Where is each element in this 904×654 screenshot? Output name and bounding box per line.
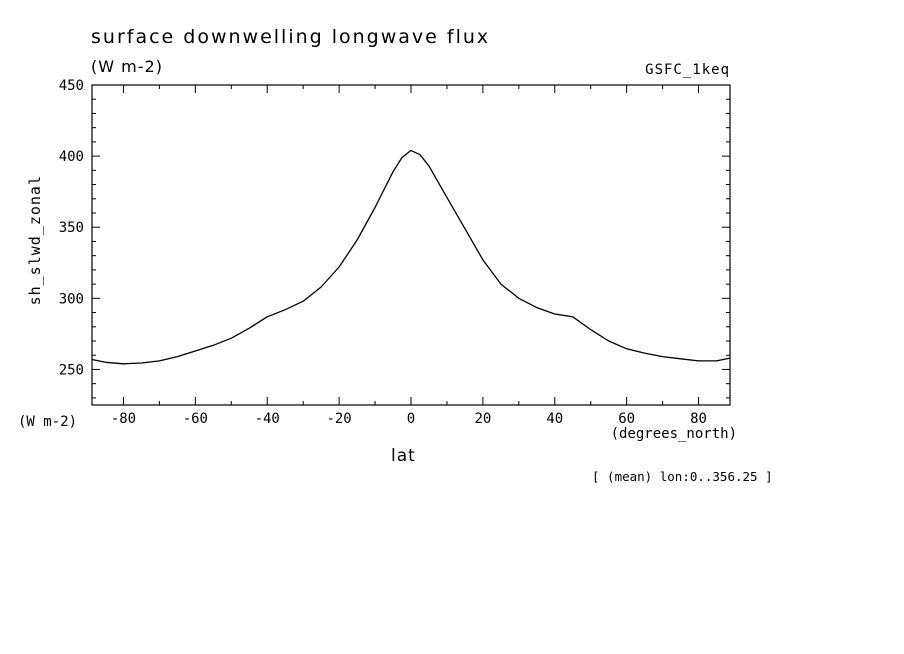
x-tick-label: 0: [407, 411, 415, 427]
plot-border: [91, 84, 731, 406]
x-tick-label: -20: [326, 411, 351, 427]
x-tick-label: 60: [618, 411, 635, 427]
mean-annotation: [ (mean) lon:0..356.25 ]: [592, 469, 773, 484]
y-tick-label: 350: [59, 220, 84, 236]
dataset-label: GSFC_1keq: [645, 62, 730, 78]
x-tick-label: 80: [690, 411, 707, 427]
x-axis-units: (degrees_north): [610, 426, 737, 442]
y-tick-label: 300: [59, 291, 84, 307]
x-axis-label: lat: [391, 446, 416, 466]
flux-line: [91, 149, 731, 365]
y-tick-label: 250: [59, 362, 84, 378]
y-tick-label: 450: [59, 78, 84, 94]
chart-units: (W m-2): [91, 57, 163, 76]
x-tick-label: -40: [255, 411, 280, 427]
y-tick-label: 400: [59, 149, 84, 165]
chart-title: surface downwelling longwave flux: [91, 26, 491, 48]
x-tick-label: -80: [111, 411, 136, 427]
x-tick-label: 20: [474, 411, 491, 427]
x-tick-label: 40: [546, 411, 563, 427]
x-tick-label: -60: [183, 411, 208, 427]
y-axis-units: (W m-2): [18, 414, 78, 430]
